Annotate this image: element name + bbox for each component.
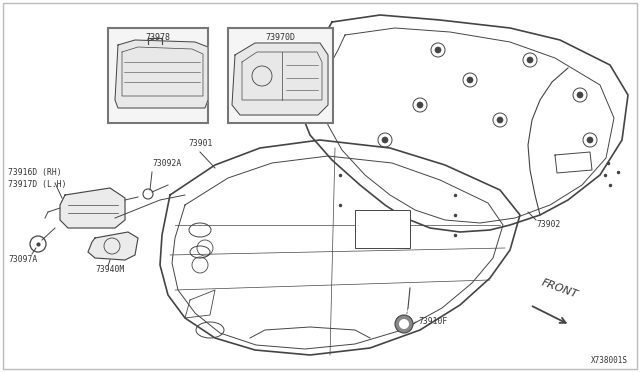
Circle shape — [382, 137, 388, 143]
Text: 73978: 73978 — [145, 33, 170, 42]
Polygon shape — [300, 15, 628, 232]
Text: X738001S: X738001S — [591, 356, 628, 365]
Text: FRONT: FRONT — [540, 278, 580, 300]
Circle shape — [587, 137, 593, 143]
Circle shape — [527, 57, 533, 63]
Circle shape — [399, 319, 409, 329]
Polygon shape — [160, 140, 520, 355]
Bar — [108, 28, 208, 123]
Circle shape — [577, 92, 583, 98]
Bar — [228, 28, 333, 123]
Text: 73970D: 73970D — [266, 33, 296, 42]
Text: 73902: 73902 — [536, 220, 561, 229]
Circle shape — [497, 117, 503, 123]
Circle shape — [467, 77, 473, 83]
Circle shape — [417, 102, 423, 108]
Polygon shape — [232, 43, 328, 115]
Polygon shape — [60, 188, 125, 228]
Text: 73916D (RH)
73917D (L.H): 73916D (RH) 73917D (L.H) — [8, 168, 67, 189]
Bar — [355, 210, 410, 248]
Circle shape — [395, 315, 413, 333]
Text: 73910F: 73910F — [418, 317, 447, 327]
Text: 73940M: 73940M — [95, 265, 124, 274]
Text: 73097A: 73097A — [8, 255, 37, 264]
Text: 73901: 73901 — [188, 139, 212, 148]
Circle shape — [435, 47, 441, 53]
Polygon shape — [115, 40, 208, 108]
Text: 73092A: 73092A — [152, 159, 181, 168]
Polygon shape — [88, 232, 138, 260]
